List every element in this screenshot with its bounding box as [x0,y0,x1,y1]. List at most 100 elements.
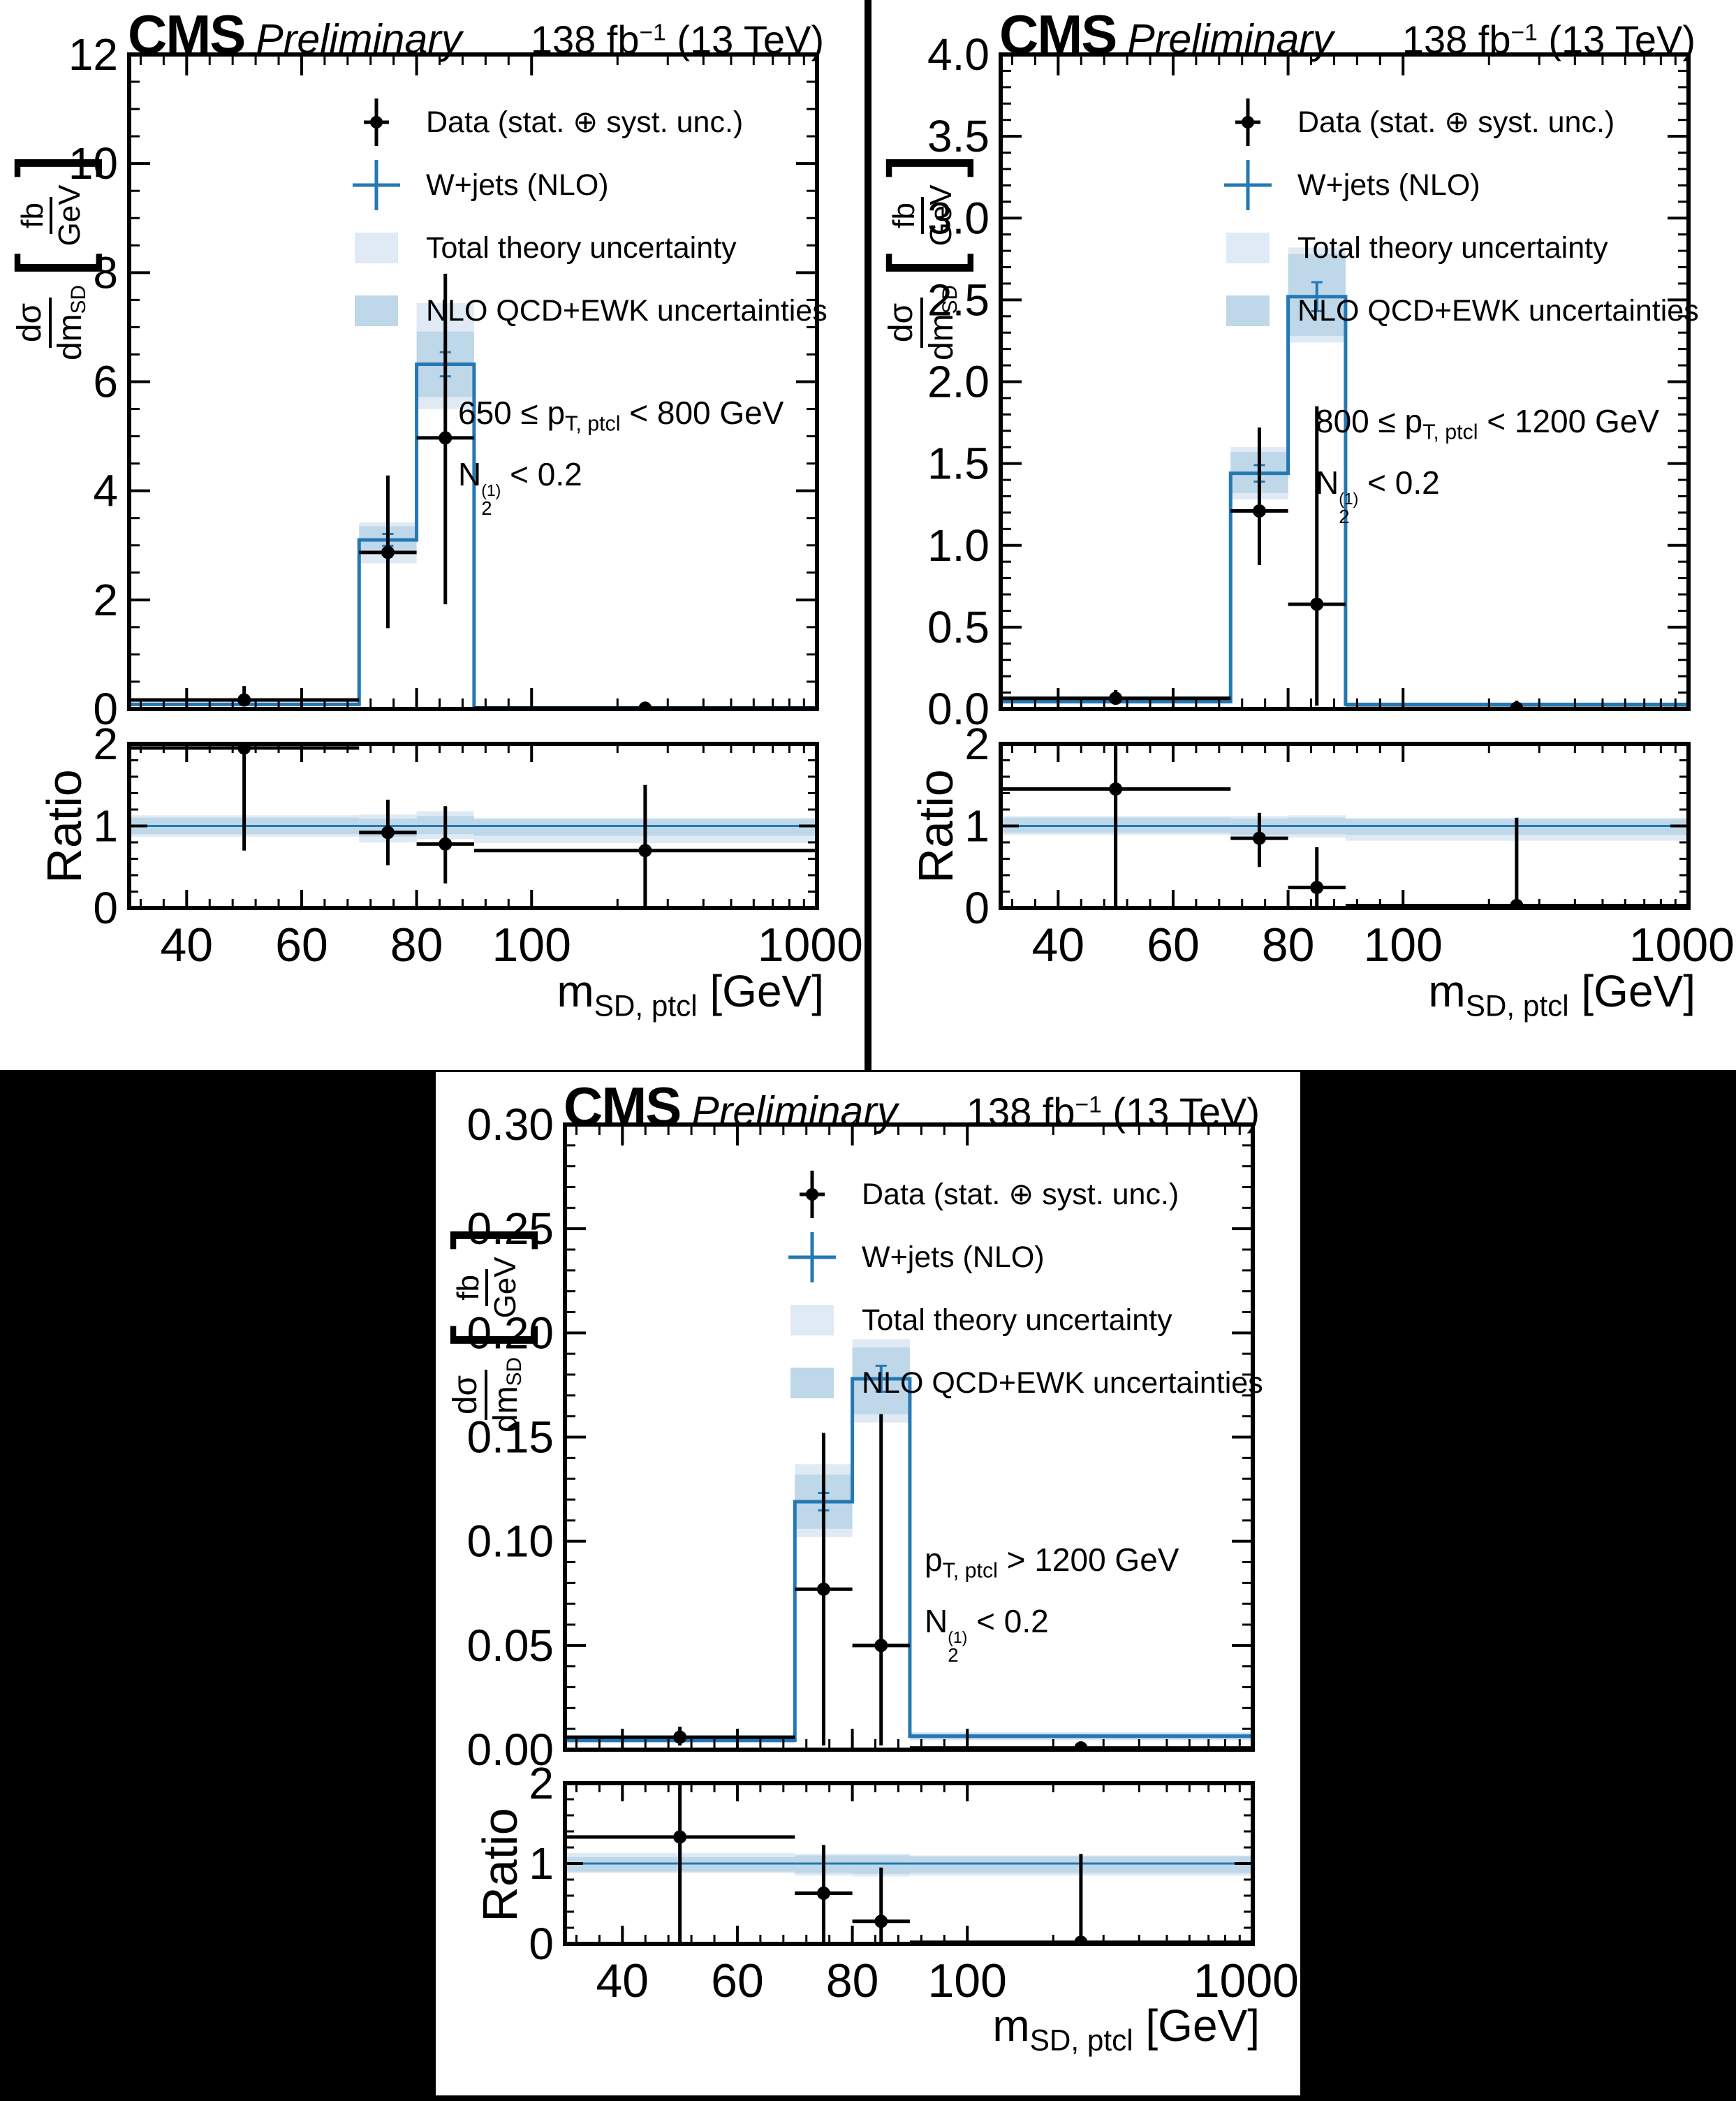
plot-header: CMS Preliminary 138 fb−1 (13 TeV) [564,1075,1260,1137]
legend-row-qcd-ewk-unc: NLO QCD+EWK uncertainties [763,1352,1263,1414]
y-axis-tick-label: 4 [93,466,118,516]
preliminary-label: Preliminary [691,1088,898,1134]
plot-header: CMS Preliminary 138 fb−1 (13 TeV) [128,3,824,65]
y-axis-title: dσ dmSD [ fb GeV ] [871,53,975,360]
wjets-cross-icon [763,1229,862,1285]
qcd-ewk-uncertainty-swatch [1226,295,1270,326]
pt-range-line: 650 ≤ pT, ptcl < 800 GeV [458,395,784,436]
pt-range-line: pT, ptcl > 1200 GeV [925,1542,1179,1583]
y-axis-tick-label: 4.0 [927,29,990,80]
selection-annotation: pT, ptcl > 1200 GeV N (1) 2 < 0.2 [925,1530,1179,1666]
legend-row-total-unc: Total theory uncertainty [1198,217,1699,279]
y-axis-tick-label: 2 [93,575,118,625]
left-bracket: [ [436,1325,539,1350]
wjets-cross-icon [1198,157,1297,213]
y-axis-tick-label: 10 [68,138,118,189]
data-marker-icon [327,94,426,150]
y-axis-tick-label: 0.20 [466,1308,554,1358]
data-point-marker [1310,881,1324,895]
data-point-marker [816,1887,830,1901]
unit-fraction: fb GeV [15,184,87,247]
y-axis-tick-label: 12 [68,29,118,80]
y-axis-tick-label: 1 [93,801,118,851]
data-point-marker [237,744,251,755]
wjets-histogram-step [565,1377,1253,1743]
x-axis-title: mSD, ptcl [GeV] [1428,966,1695,1023]
y-axis-tick-label: 6 [93,357,118,407]
main-plot-group [1001,247,1689,709]
y-axis-tick-label: 8 [93,247,118,298]
qcd-ewk-uncertainty-swatch [355,295,398,326]
x-axis-tick-label: 100 [1363,918,1442,972]
total-uncertainty-swatch [790,1305,834,1335]
legend: Data (stat. ⊕ syst. unc.) W+jets (NLO) T… [327,91,827,342]
plot-header: CMS Preliminary 138 fb−1 (13 TeV) [999,3,1695,65]
ratio-plot-group [129,744,817,907]
x-axis-tick-label: 60 [711,1954,764,2007]
pt-range-line: 800 ≤ pT, ptcl < 1200 GeV [1316,403,1660,444]
n2-cut-line: N (1) 2 < 0.2 [458,456,582,519]
cms-logo-text: CMS [564,1076,682,1137]
legend: Data (stat. ⊕ syst. unc.) W+jets (NLO) T… [1198,91,1699,342]
y-axis-tick-label: 1 [964,801,990,851]
right-bracket: ] [436,1224,539,1250]
y-axis-tick-label: 2 [93,719,118,769]
unit-fraction: fb GeV [450,1257,522,1319]
y-axis-tick-label: 0.30 [466,1099,554,1150]
unit-fraction: fb GeV [886,184,958,247]
right-bracket: ] [0,152,103,178]
y-axis-tick-label: 1 [529,1838,554,1889]
y-axis-tick-label: 0 [93,684,118,734]
data-point-marker [673,1830,687,1844]
cms-logo-text: CMS [128,3,246,65]
wjets-histogram-step [1001,295,1689,706]
data-point-marker [1109,691,1123,705]
y-axis-tick-label: 2 [964,719,990,769]
y-axis-title: dσ dmSD [ fb GeV ] [0,53,103,360]
wjets-cross-icon [327,157,426,213]
data-point-marker [874,1915,888,1928]
y-axis-tick-label: 0.05 [466,1620,554,1671]
legend-row-wjets: W+jets (NLO) [1198,154,1699,217]
data-point-marker [638,844,652,858]
ratio-plot-group [1001,744,1689,908]
ratio-axis-title: Ratio [37,769,91,884]
x-axis-tick-label: 60 [1147,918,1200,972]
legend-row-wjets: W+jets (NLO) [327,154,827,217]
y-axis-tick-label: 1.0 [927,520,990,571]
y-axis-tick-label: 0 [529,1919,554,1969]
luminosity-label: 138 fb−1 (13 TeV) [530,17,824,61]
cms-logo-text: CMS [999,3,1117,65]
y-axis-tick-label: 2.5 [927,274,990,325]
total-uncertainty-swatch [355,233,398,263]
data-point-marker [816,1582,830,1596]
data-point-marker [1310,597,1324,611]
luminosity-label: 138 fb−1 (13 TeV) [1402,17,1695,61]
y-axis-tick-label: 0.0 [927,684,990,734]
ratio-axis-title: Ratio [909,769,963,884]
x-axis-tick-label: 40 [596,1954,649,2007]
y-axis-tick-label: 2.0 [927,357,990,407]
legend-row-qcd-ewk-unc: NLO QCD+EWK uncertainties [327,279,827,342]
data-point-marker [439,431,453,445]
y-axis-tick-label: 0.00 [466,1725,554,1775]
data-point-marker [1252,831,1266,845]
y-axis-tick-label: 3.5 [927,111,990,161]
x-axis-tick-label: 1000 [1629,918,1735,972]
qcd-ewk-uncertainty-swatch [790,1368,834,1398]
x-axis-tick-label: 40 [160,918,213,972]
y-axis-tick-label: 0.25 [466,1203,554,1254]
right-bracket: ] [871,152,975,178]
panel-pt650-800: 0 2 4 6 8 10 12 40 60 80 100 1000 0 1 2 CMS Preliminar… [0,0,865,1070]
panel-pt1200: 0.00 0.05 0.10 0.15 0.20 0.25 0.30 40 60 80 100 100… [436,1072,1300,2095]
n2-cut-line: N (1) 2 < 0.2 [1316,464,1440,527]
chart-svg-pt800-1200: 0.0 0.5 1.0 1.5 2.0 2.5 3.0 3.5 4.0 40 60 80 100 1000… [927,29,1735,972]
selection-annotation: 800 ≤ pT, ptcl < 1200 GeV N (1) 2 < 0.2 [1316,391,1659,527]
x-axis-title: mSD, ptcl [GeV] [557,966,824,1023]
selection-annotation: 650 ≤ pT, ptcl < 800 GeV N (1) 2 < 0.2 [458,383,784,519]
y-axis-title: dσ dmSD [ fb GeV ] [436,1125,539,1433]
x-axis-tick-label: 40 [1031,918,1084,972]
dsigma-dm-fraction: dσ dmSD [447,1356,527,1433]
